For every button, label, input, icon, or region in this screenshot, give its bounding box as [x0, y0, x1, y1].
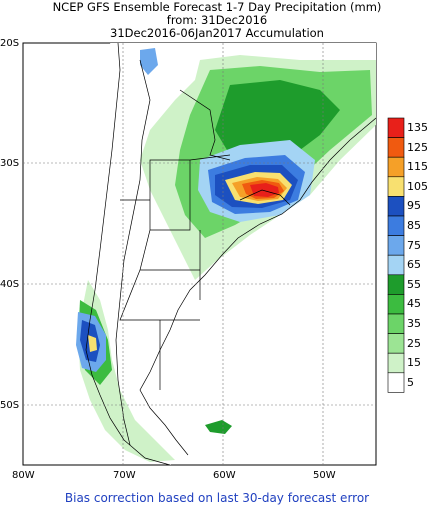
lat-label-40s: 40S	[0, 279, 20, 290]
precip-area-55mm	[215, 80, 340, 160]
colorbar-label: 135	[407, 121, 428, 134]
colorbar-swatch	[387, 215, 405, 236]
lon-label-50w: 50W	[313, 470, 336, 481]
colorbar-label: 105	[407, 179, 428, 193]
colorbar-swatch	[387, 156, 405, 178]
border-andes	[115, 59, 151, 446]
lat-label-50s: 50S	[0, 400, 20, 411]
title-line-3: 31Dec2016-06Jan2017 Accumulation	[110, 26, 324, 40]
lat-label-20s: 20S	[0, 38, 20, 49]
title-line-1: NCEP GFS Ensemble Forecast 1-7 Day Preci…	[52, 0, 382, 14]
lon-label-70w: 70W	[113, 470, 136, 481]
colorbar-swatch	[387, 274, 405, 295]
colorbar-label: 35	[407, 317, 421, 330]
province-lines	[119, 154, 231, 390]
precip-area-coast-south	[78, 280, 175, 462]
falkland-islands	[205, 420, 232, 434]
colorbar-swatch	[387, 333, 405, 354]
lat-label-30s: 30S	[0, 158, 20, 169]
precip-area-chile-core	[88, 335, 97, 352]
colorbar-swatch	[387, 117, 405, 138]
lon-label-80w: 80W	[12, 470, 35, 481]
colorbar-label: 85	[407, 219, 421, 232]
colorbar-swatch	[387, 137, 405, 158]
colorbar-label: 75	[407, 238, 421, 252]
colorbar-swatch	[387, 294, 405, 315]
colorbar-label: 15	[407, 356, 421, 370]
colorbar-swatch	[387, 313, 405, 334]
coastline-west	[85, 43, 171, 465]
colorbar-swatch	[387, 352, 405, 374]
precip-area-135mm	[250, 183, 279, 197]
colorbar-swatch	[387, 176, 405, 197]
colorbar	[387, 117, 405, 393]
colorbar-swatch	[387, 235, 405, 256]
lon-label-60w: 60W	[213, 470, 236, 481]
colorbar-label: 65	[407, 258, 421, 272]
colorbar-label: 95	[407, 199, 421, 213]
colorbar-label: 55	[407, 277, 421, 291]
colorbar-label: 45	[407, 297, 421, 311]
colorbar-swatch	[387, 254, 405, 276]
colorbar-swatch	[387, 196, 405, 217]
colorbar-swatch	[387, 372, 405, 393]
footer-note: Bias correction based on last 30-day for…	[64, 491, 370, 505]
colorbar-label: 25	[407, 336, 421, 350]
colorbar-label: 125	[407, 140, 428, 154]
border-uruguay	[239, 189, 291, 206]
colorbar-label: 5	[407, 375, 414, 389]
colorbar-label: 115	[407, 160, 428, 174]
precip-area-north-blue	[140, 48, 158, 75]
title-line-2: from: 31Dec2016	[166, 13, 268, 27]
